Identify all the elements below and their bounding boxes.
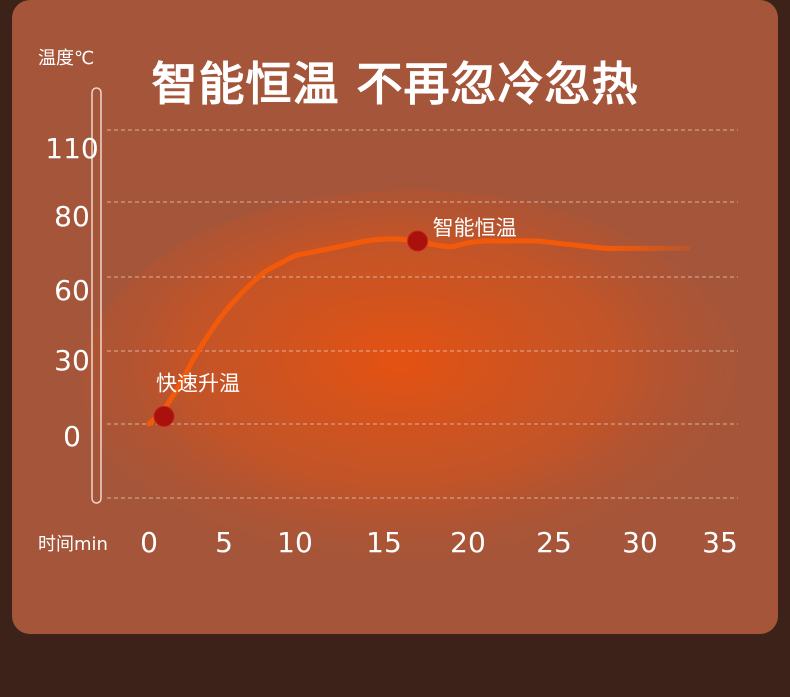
x-tick-label: 30 [622,526,658,559]
chart-title: 智能恒温 不再忽冷忽热 [151,57,639,111]
x-tick-label: 0 [140,526,158,559]
y-tick-label: 0 [63,420,81,453]
y-tick-label: 80 [54,200,90,233]
x-tick-label: 20 [450,526,486,559]
y-axis-label: 温度℃ [38,48,94,69]
thermometer-axis [91,87,102,504]
chart-card: 智能恒温 不再忽冷忽热 温度℃ 110 80 60 30 0 时间min 0 5 10 15 20 25… [12,0,778,634]
annotation-marker [153,405,175,427]
annotation-marker [407,230,429,252]
x-tick-label: 10 [277,526,313,559]
x-tick-label: 25 [536,526,572,559]
annotation-label: 智能恒温 [433,216,517,240]
y-tick-label: 30 [54,344,90,377]
temperature-chart: 温度℃ 110 80 60 30 0 时间min 0 5 10 15 20 25 30 35 快速升温 智能恒温 [38,48,742,570]
x-tick-label: 5 [215,526,233,559]
x-tick-label: 15 [366,526,402,559]
y-tick-label: 60 [54,274,90,307]
y-tick-label: 110 [45,132,98,165]
x-axis-label: 时间min [38,534,108,555]
x-tick-label: 35 [702,526,738,559]
annotation-label: 快速升温 [156,371,240,395]
